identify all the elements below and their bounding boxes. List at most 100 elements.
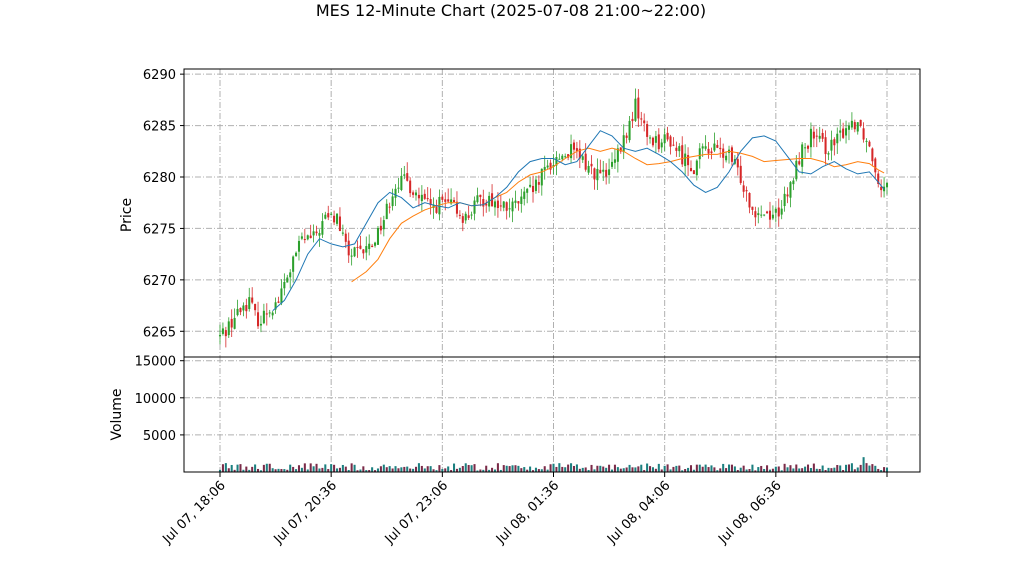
candle-body bbox=[251, 297, 254, 303]
candle-body bbox=[409, 180, 412, 194]
volume-bar bbox=[523, 467, 526, 472]
volume-bar bbox=[356, 470, 359, 472]
volume-bar bbox=[842, 470, 845, 472]
volume-bar bbox=[338, 467, 341, 472]
candle-body bbox=[842, 128, 845, 138]
candle-body bbox=[379, 225, 382, 231]
volume-bar bbox=[505, 465, 508, 472]
volume-bar bbox=[233, 469, 236, 472]
volume-bar bbox=[613, 464, 616, 472]
volume-bar bbox=[578, 468, 581, 472]
volume-bar bbox=[587, 469, 590, 472]
candle-body bbox=[362, 249, 365, 254]
volume-bar bbox=[344, 466, 347, 472]
candle-body bbox=[344, 233, 347, 242]
x-tick-label: Jul 08, 01:36 bbox=[493, 478, 562, 547]
volume-bar bbox=[546, 469, 549, 472]
volume-bar bbox=[757, 467, 760, 472]
candle-body bbox=[663, 134, 666, 144]
volume-bar bbox=[265, 463, 268, 472]
volume-bar bbox=[277, 468, 280, 472]
candle-body bbox=[754, 211, 757, 218]
volume-bar bbox=[760, 465, 763, 472]
candle-body bbox=[318, 233, 321, 236]
volume-bar bbox=[663, 465, 666, 472]
volume-bar bbox=[479, 469, 482, 472]
candle-body bbox=[616, 148, 619, 162]
volume-bar bbox=[742, 465, 745, 472]
candle-body bbox=[245, 305, 248, 312]
volume-bar bbox=[789, 465, 792, 472]
volume-bar bbox=[286, 469, 289, 472]
volume-bar bbox=[771, 468, 774, 472]
volume-bar bbox=[862, 457, 865, 472]
candle-body bbox=[444, 199, 447, 202]
price-tick-label: 6270 bbox=[143, 274, 176, 289]
volume-bar bbox=[804, 466, 807, 472]
candle-body bbox=[239, 307, 242, 313]
price-tick-label: 6285 bbox=[143, 120, 176, 135]
volume-bar bbox=[602, 466, 605, 472]
candle-body bbox=[643, 120, 646, 124]
volume-bar bbox=[801, 468, 804, 472]
candle-body bbox=[757, 213, 760, 216]
candle-body bbox=[628, 120, 631, 141]
candle-body bbox=[479, 194, 482, 198]
volume-bar bbox=[768, 469, 772, 472]
volume-bar bbox=[429, 466, 432, 472]
candle-body bbox=[739, 165, 742, 183]
candle-body bbox=[330, 213, 333, 215]
volume-bar bbox=[271, 468, 274, 472]
candle-body bbox=[546, 165, 549, 168]
volume-bar bbox=[218, 469, 222, 472]
volume-bar bbox=[254, 464, 257, 472]
volume-bar bbox=[236, 464, 239, 472]
candle-body bbox=[470, 214, 473, 216]
candle-body bbox=[520, 196, 523, 205]
price-axis-label: Price bbox=[119, 198, 135, 232]
volume-bar bbox=[371, 467, 374, 472]
volume-bar bbox=[877, 468, 880, 472]
volume-bar bbox=[242, 469, 245, 472]
volume-bar bbox=[809, 468, 812, 472]
volume-bar bbox=[745, 469, 748, 472]
candle-body bbox=[719, 147, 722, 150]
candle-body bbox=[347, 240, 350, 256]
volume-bar bbox=[572, 465, 576, 472]
candle-body bbox=[689, 168, 693, 172]
candle-body bbox=[371, 245, 374, 248]
candle-body bbox=[537, 182, 540, 185]
candle-body bbox=[868, 141, 871, 147]
volume-bar bbox=[610, 469, 614, 472]
candle-body bbox=[681, 145, 684, 165]
volume-bar bbox=[262, 464, 265, 472]
volume-bar bbox=[739, 467, 742, 472]
volume-bar bbox=[347, 469, 350, 472]
volume-bar bbox=[391, 468, 394, 472]
volume-bar bbox=[417, 463, 420, 472]
volume-bar bbox=[818, 468, 821, 472]
volume-bar bbox=[754, 470, 757, 472]
candle-body bbox=[312, 231, 315, 236]
candle-body bbox=[359, 245, 362, 249]
candle-body bbox=[485, 203, 488, 206]
candle-body bbox=[450, 199, 453, 204]
volume-bar bbox=[368, 470, 371, 472]
volume-bar bbox=[555, 466, 558, 472]
candle-body bbox=[303, 239, 306, 241]
candle-body bbox=[622, 135, 625, 153]
volume-bar bbox=[590, 464, 593, 472]
volume-bar bbox=[581, 467, 584, 472]
volume-bar bbox=[575, 464, 578, 472]
candle-body bbox=[455, 201, 458, 214]
candle-body bbox=[447, 199, 450, 202]
candle-body bbox=[862, 128, 865, 140]
volume-bar bbox=[529, 466, 532, 472]
volume-bar bbox=[654, 468, 657, 472]
candle-body bbox=[561, 155, 564, 160]
candle-body bbox=[350, 255, 353, 257]
candle-body bbox=[397, 187, 400, 189]
candle-body bbox=[710, 151, 713, 154]
candle-body bbox=[508, 208, 511, 210]
x-axis: Jul 07, 18:06 Jul 07, 20:36 Jul 07, 23:06 J… bbox=[159, 472, 888, 548]
